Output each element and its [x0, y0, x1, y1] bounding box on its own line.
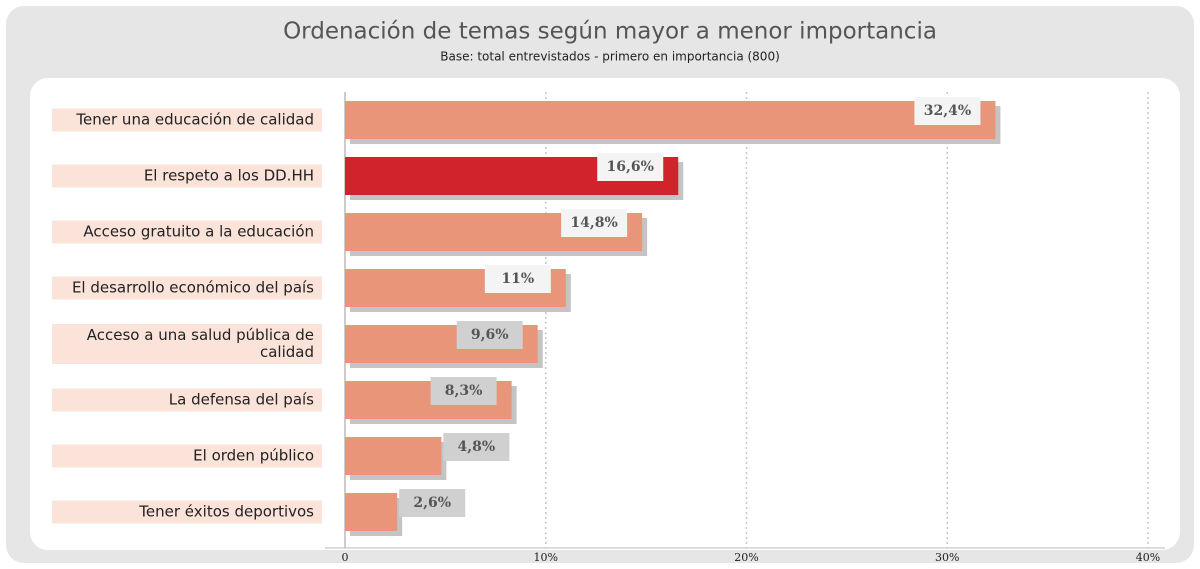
value-label-box — [430, 377, 497, 405]
bar — [345, 101, 996, 139]
category-label: Tener éxitos deportivos — [52, 500, 322, 524]
bar — [345, 493, 398, 531]
x-tick-label: 0 — [342, 551, 349, 564]
value-label-box — [561, 209, 628, 237]
value-label: 16,6% — [607, 159, 654, 175]
value-label: 8,3% — [445, 383, 483, 399]
value-label: 4,8% — [458, 439, 496, 455]
category-label: Acceso a una salud pública de calidad — [52, 324, 322, 364]
value-label-box — [914, 97, 981, 125]
value-label: 32,4% — [924, 103, 971, 119]
value-label: 2,6% — [413, 495, 451, 511]
category-label: El respeto a los DD.HH — [52, 164, 322, 188]
value-label: 9,6% — [471, 327, 509, 343]
value-label-box — [399, 489, 466, 517]
bar — [345, 437, 442, 475]
value-label-box — [443, 433, 510, 461]
value-label: 11% — [501, 271, 534, 287]
x-tick-label: 40% — [1136, 551, 1160, 564]
chart-subtitle: Base: total entrevistados - primero en i… — [440, 50, 780, 64]
plot-panel — [30, 78, 1180, 550]
x-tick-label: 10% — [534, 551, 558, 564]
category-label: Tener una educación de calidad — [52, 108, 322, 132]
value-label-box — [597, 153, 664, 181]
category-label: Acceso gratuito a la educación — [52, 220, 322, 244]
value-label: 14,8% — [570, 215, 617, 231]
x-tick-label: 20% — [734, 551, 758, 564]
category-label: La defensa del país — [52, 388, 322, 412]
category-label: El orden público — [52, 444, 322, 468]
chart-title: Ordenación de temas según mayor a menor … — [283, 19, 937, 45]
value-label-box — [456, 321, 523, 349]
value-label-box — [484, 265, 551, 293]
x-tick-label: 30% — [935, 551, 959, 564]
category-label: El desarrollo económico del país — [52, 276, 322, 300]
